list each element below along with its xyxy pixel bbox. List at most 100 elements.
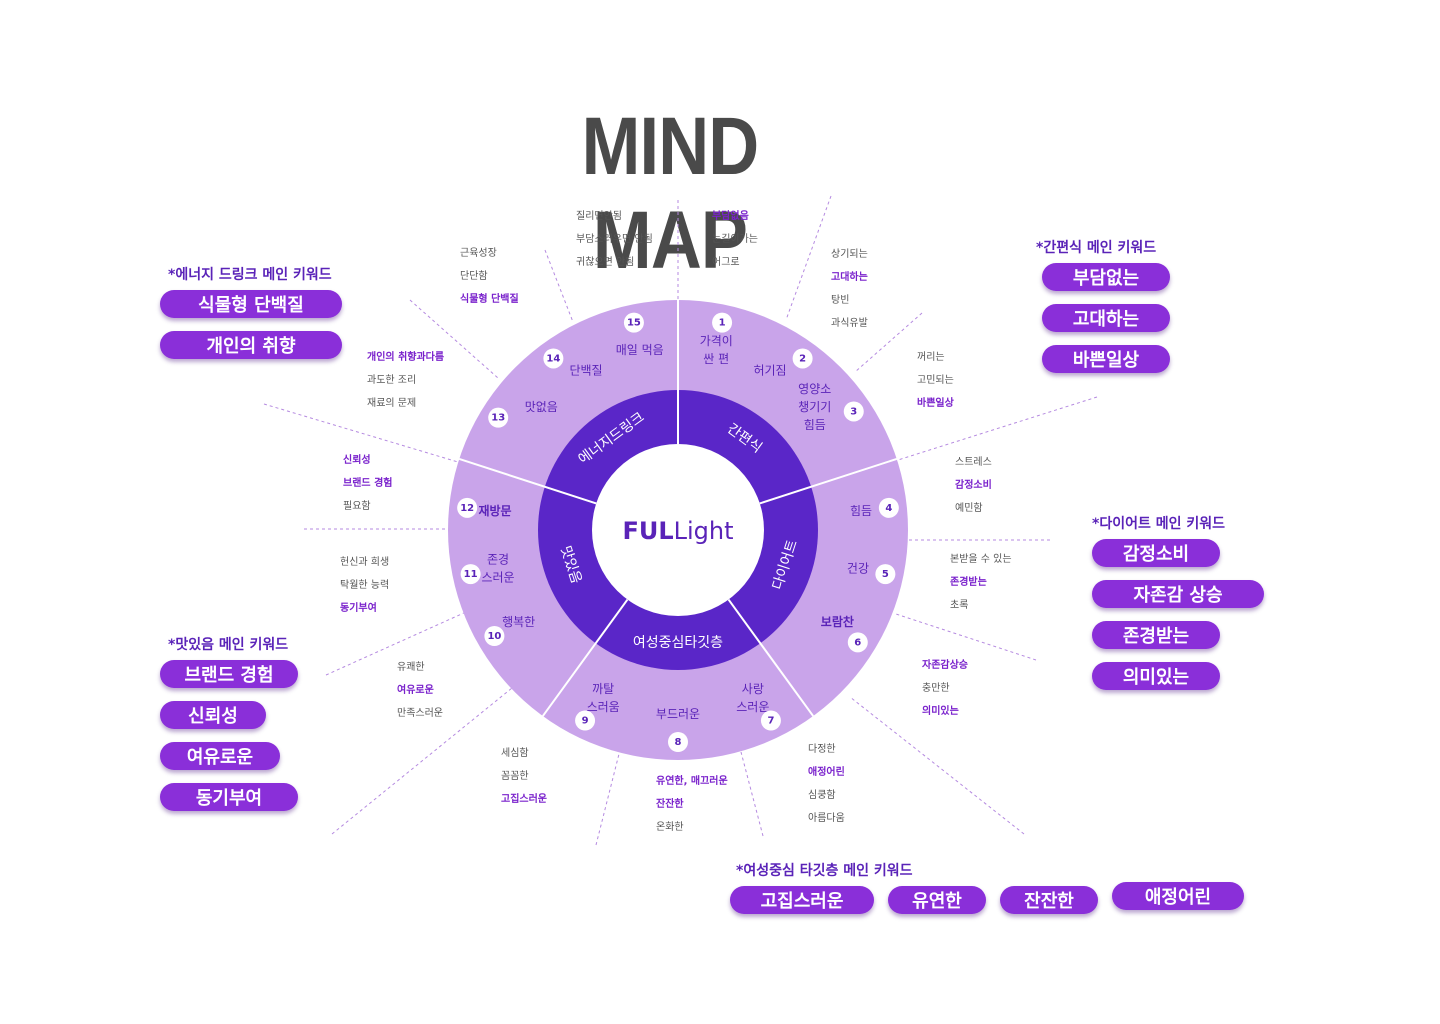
number-badge <box>488 407 509 428</box>
number-badge-text: 1 <box>719 318 726 329</box>
number-badge <box>460 564 481 585</box>
outer-keyword-list: 스트레스 감정소비 예민함 <box>955 451 992 520</box>
outer-keyword: 예민함 <box>955 503 983 514</box>
outer-keyword: 질리면안됨 <box>576 211 622 222</box>
outer-keyword: 초록 <box>950 600 969 611</box>
diet-keyword-pill: 감정소비 <box>1092 539 1220 567</box>
guide-line <box>785 195 832 321</box>
women-keyword-block: *여성중심 타깃층 메인 키워드 고집스러운 유연한 잔잔한 애정어린 <box>730 860 1244 914</box>
women-keyword-pill: 잔잔한 <box>1000 886 1098 914</box>
women-keyword-pill: 고집스러운 <box>730 886 874 914</box>
outer-keyword: 고민되는 <box>917 375 954 386</box>
outer-keyword: 동기부여 <box>340 603 377 614</box>
guide-line <box>740 751 764 837</box>
guide-line <box>854 312 923 373</box>
segment: 힘듬 4 <box>850 497 899 518</box>
diet-keyword-block: *다이어트 메인 키워드 감정소비 자존감 상승 존경받는 의미있는 <box>1092 513 1264 703</box>
segment-label: 매일 먹음 <box>616 343 664 357</box>
diet-keyword-pill: 의미있는 <box>1092 662 1220 690</box>
outer-keyword: 귀찮으면 안됨 <box>576 257 635 268</box>
simple-keyword-block: *간편식 메인 키워드 부담없는 고대하는 바쁜일상 <box>1036 237 1170 386</box>
simple-keyword-title: *간편식 메인 키워드 <box>1036 240 1157 256</box>
outer-keyword-list: 자존감상승 충만한 의미있는 <box>922 654 968 723</box>
number-badge <box>847 632 868 653</box>
segment-label: 부드러운 <box>656 707 700 721</box>
outer-keyword-list: 세심함 꼼꼼한 고집스러운 <box>501 742 547 811</box>
outer-keyword: 상기되는 <box>831 249 868 260</box>
diet-keyword-pill: 자존감 상승 <box>1092 580 1264 608</box>
number-badge-text: 14 <box>546 353 560 364</box>
energy-keyword-block: *에너지 드링크 메인 키워드 식물형 단백질 개인의 취향 <box>160 264 342 372</box>
segment: 매일 먹음 15 <box>616 312 664 357</box>
outer-keyword: 과식유발 <box>831 318 868 329</box>
outer-keyword: 바쁜일상 <box>917 398 954 409</box>
outer-keyword-list: 신뢰성 브랜드 경험 필요함 <box>343 449 392 518</box>
number-badge <box>792 348 813 369</box>
segment-label: 단백질 <box>569 364 602 378</box>
number-badge-text: 12 <box>460 503 474 514</box>
guide-line <box>409 299 499 379</box>
outer-keyword: 재료의 문제 <box>367 398 417 409</box>
number-badge <box>760 710 781 731</box>
outer-keyword-list: 부담없음 눈길이가는 어그로 <box>712 205 758 274</box>
outer-keyword: 단단함 <box>460 271 488 282</box>
outer-keyword-list: 상기되는 고대하는 탕빈 과식유발 <box>831 243 868 335</box>
number-badge-text: 9 <box>582 716 589 727</box>
brand-logo: FULLight <box>622 517 733 545</box>
simple-keyword-pill: 바쁜일상 <box>1042 345 1170 373</box>
category-label: 여성중심타깃층 <box>633 635 723 651</box>
brand-light: Light <box>674 517 734 545</box>
outer-keyword: 탁월한 능력 <box>340 580 390 591</box>
segment: 건강 5 <box>847 561 896 585</box>
number-badge-text: 5 <box>882 569 889 580</box>
segment-label: 존경 스러운 <box>481 552 514 584</box>
segment-label: 허기짐 <box>753 364 786 378</box>
women-keyword-pill: 유연한 <box>888 886 986 914</box>
number-badge <box>875 564 896 585</box>
guide-line <box>331 687 513 835</box>
outer-keyword: 필요함 <box>343 501 371 512</box>
outer-keyword-list: 다정한 애정어린 심쿵함 아름다움 <box>808 738 845 830</box>
segment: 가격이 싼 편 1 <box>700 312 733 366</box>
segment: 맛없음 13 <box>488 400 558 428</box>
energy-keyword-pill: 식물형 단백질 <box>160 290 342 318</box>
outer-keyword: 애정어린 <box>808 767 845 778</box>
segment: 사랑 스러운 7 <box>736 682 781 731</box>
outer-keyword-list: 유쾌한 여유로운 만족스러운 <box>397 656 443 725</box>
segment: 허기짐 2 <box>753 348 813 378</box>
taste-keyword-pill: 신뢰성 <box>160 701 266 729</box>
outer-keyword: 신뢰성 <box>343 455 371 466</box>
number-badge <box>878 497 899 518</box>
segment-label: 영양소 챙기기 힘듬 <box>798 382 831 432</box>
guide-line <box>595 749 621 846</box>
outer-keyword: 심쿵함 <box>808 790 836 801</box>
outer-keyword: 세심함 <box>501 748 529 759</box>
outer-keyword: 어그로 <box>712 257 740 268</box>
outer-keyword: 의미있는 <box>922 706 959 717</box>
outer-keyword: 눈길이가는 <box>712 234 758 245</box>
outer-keyword: 감정소비 <box>955 480 992 491</box>
diet-keyword-title: *다이어트 메인 키워드 <box>1092 516 1225 532</box>
number-badge-text: 6 <box>854 637 861 648</box>
ring-dividers <box>458 300 898 717</box>
outer-keyword: 온화한 <box>656 822 684 833</box>
outer-keyword: 탕빈 <box>831 295 850 306</box>
number-badge <box>668 732 688 752</box>
segment-label: 맛없음 <box>525 400 558 414</box>
guide-line <box>544 249 574 323</box>
number-badge-text: 11 <box>464 569 478 580</box>
number-badge-text: 3 <box>850 406 857 417</box>
taste-keyword-pill: 브랜드 경험 <box>160 660 298 688</box>
outer-keyword: 아름다움 <box>808 813 845 824</box>
segment-label: 건강 <box>847 561 869 575</box>
number-badge-text: 8 <box>675 737 682 748</box>
outer-keyword-list: 꺼리는 고민되는 바쁜일상 <box>917 346 954 415</box>
outer-keyword: 여유로운 <box>397 685 434 696</box>
outer-keyword: 헌신과 희생 <box>340 557 390 568</box>
outer-keyword: 유연한, 매끄러운 <box>656 776 728 787</box>
women-keyword-pill: 애정어린 <box>1112 882 1244 910</box>
outer-keyword: 존경받는 <box>950 577 987 588</box>
outer-keyword: 과도한 조리 <box>367 375 417 386</box>
